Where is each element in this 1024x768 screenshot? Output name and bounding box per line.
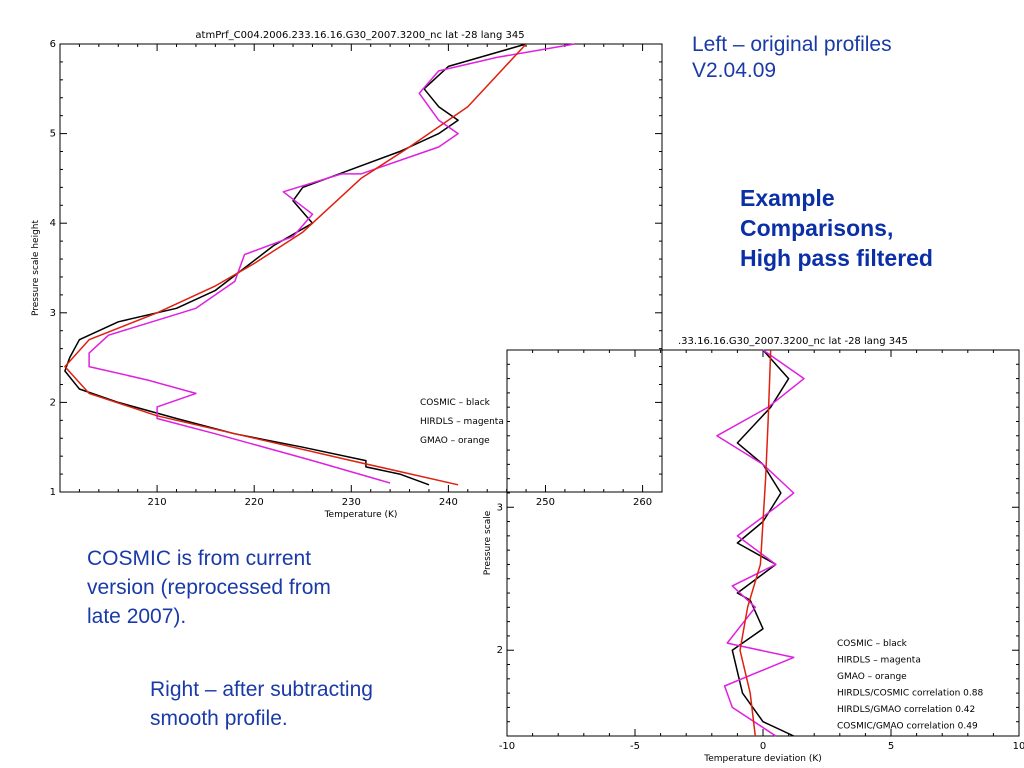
heading-line: Example (740, 185, 835, 211)
legend-entry: GMAO – orange (837, 672, 907, 682)
legend-entry: COSMIC – black (420, 398, 491, 408)
plot-frame (59, 43, 663, 493)
right-after-note: Right – after subtracting smooth profile… (150, 675, 450, 733)
x-tick-label: 240 (439, 497, 458, 508)
series-line-cosmic (731, 349, 795, 737)
x-tick-label: 260 (633, 497, 652, 508)
note-line: smooth profile. (150, 707, 288, 730)
legend-entry: HIRDLS/COSMIC correlation 0.88 (837, 689, 983, 699)
legend-entry: HIRDLS – magenta (420, 417, 504, 427)
heading-line: High pass filtered (740, 245, 933, 271)
note-line: late 2007). (87, 605, 187, 628)
chart-title: .33.16.16.G30_2007.3200_nc lat -28 lang … (678, 336, 908, 347)
cosmic-version-note: COSMIC is from current version (reproces… (87, 544, 417, 631)
y-tick-label: 6 (50, 39, 56, 50)
right-deviation-chart: -10 -5 0 5 10 2 3 .33.16.16.G30_2007.3200_nc la… (483, 336, 1024, 764)
legend-entry: COSMIC – black (837, 639, 908, 649)
left-original-note: Left – original profiles V2.04.09 (692, 32, 892, 84)
legend-entry: COSMIC/GMAO correlation 0.49 (837, 722, 978, 732)
plot-frame (506, 349, 1020, 737)
y-axis-label: Pressure scale (483, 510, 493, 575)
note-line: Left – original profiles (692, 33, 892, 56)
legend-entry: HIRDLS – magenta (837, 656, 921, 666)
x-tick-label: 0 (760, 741, 766, 752)
legend-entry: HIRDLS/GMAO correlation 0.42 (837, 705, 975, 715)
x-axis-label: Temperature deviation (K) (703, 754, 822, 764)
note-line: Right – after subtracting (150, 678, 373, 701)
x-tick-label: 250 (536, 497, 555, 508)
y-tick-label: 3 (497, 502, 503, 513)
x-tick-label: 10 (1013, 741, 1024, 752)
y-tick-label: 3 (50, 308, 56, 319)
y-tick-label: 2 (497, 645, 503, 656)
chart-title: atmPrf_C004.2006.233.16.16.G30_2007.3200… (195, 30, 524, 41)
x-tick-label: 230 (342, 497, 361, 508)
x-tick-label: 5 (888, 741, 894, 752)
note-line: COSMIC is from current (87, 547, 312, 570)
note-line: version (reprocessed from (87, 576, 331, 599)
y-tick-label: 2 (50, 397, 56, 408)
series-line-hirdls (716, 349, 805, 737)
x-axis-label: Temperature (K) (324, 510, 398, 520)
series-line-gmao (64, 43, 527, 486)
series-line-gmao (739, 349, 772, 737)
y-tick-label: 4 (50, 218, 56, 229)
left-profile-chart: 210 220 230 240 250 260 1 2 3 4 5 6 atmPrf_C004.2006… (31, 30, 663, 520)
x-tick-label: -5 (630, 741, 640, 752)
x-tick-label: -10 (499, 741, 515, 752)
note-line: V2.04.09 (692, 59, 777, 82)
x-tick-label: 220 (245, 497, 264, 508)
heading-line: Comparisons, (740, 215, 894, 241)
series-line-hirdls (88, 43, 575, 484)
y-tick-label: 5 (50, 129, 56, 140)
y-tick-label: 1 (50, 487, 56, 498)
x-tick-label: 210 (148, 497, 167, 508)
y-axis-label: Pressure scale height (31, 220, 41, 317)
example-comparisons-heading: Example Comparisons, High pass filtered (740, 183, 933, 273)
legend-entry: GMAO – orange (420, 436, 490, 446)
